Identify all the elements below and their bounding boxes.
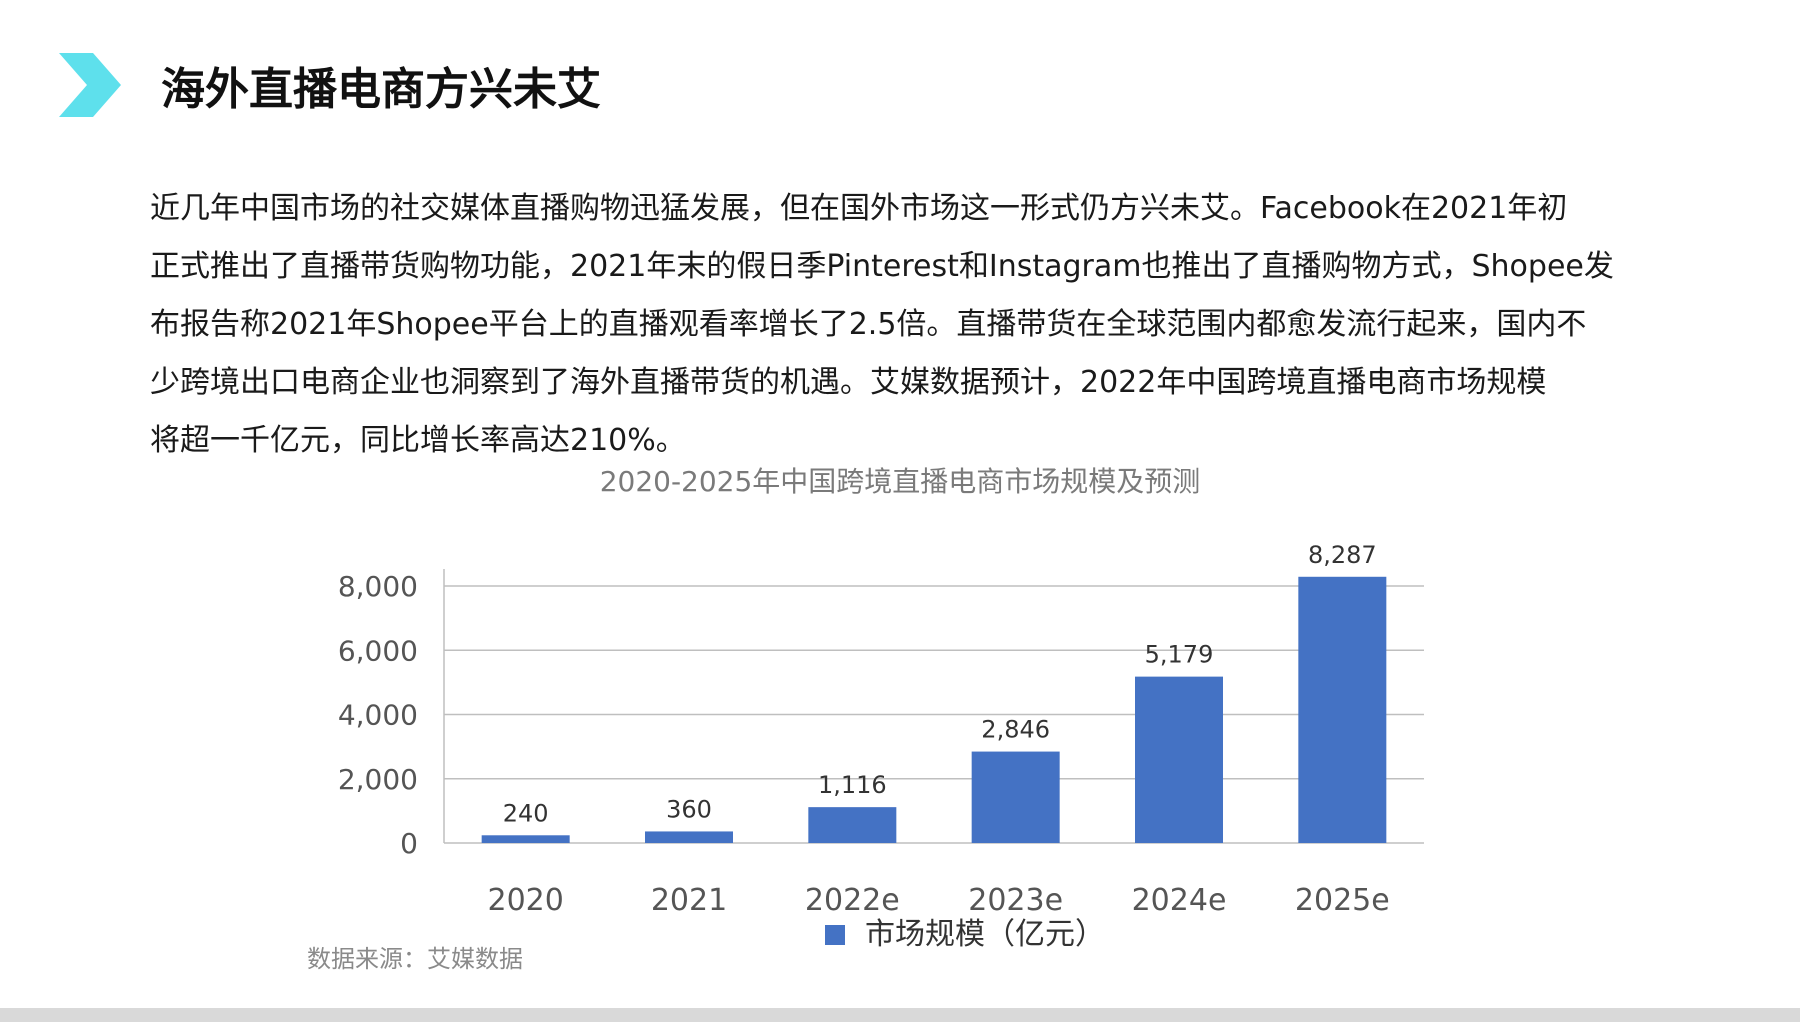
x-tick-label: 2024e [1132, 883, 1227, 918]
bar [645, 831, 733, 843]
page-title: 海外直播电商方兴未艾 [161, 64, 601, 115]
bar [481, 835, 570, 843]
y-tick-label: 2,000 [338, 763, 418, 796]
bar [808, 807, 897, 843]
x-tick-label: 2021 [651, 883, 727, 918]
data-label: 2,846 [981, 716, 1050, 744]
x-tick-label: 2020 [487, 883, 563, 918]
intro-line: 正式推出了直播带货购物功能，2021年末的假日季Pinterest和Instag… [150, 249, 1614, 284]
intro-line: 少跨境出口电商企业也洞察到了海外直播带货的机遇。艾媒数据预计，2022年中国跨境… [150, 365, 1547, 400]
y-tick-label: 4,000 [338, 699, 418, 732]
chart-legend: 市场规模（亿元） [825, 914, 1105, 956]
x-tick-label: 2022e [805, 883, 900, 918]
legend-label: 市场规模（亿元） [865, 917, 1105, 952]
x-tick-label: 2025e [1295, 883, 1390, 918]
data-label: 8,287 [1308, 541, 1377, 569]
footer-divider [0, 1008, 1800, 1022]
x-tick-label: 2023e [968, 883, 1063, 918]
y-tick-label: 0 [400, 827, 418, 860]
chevron-right-icon [59, 53, 121, 117]
data-label: 360 [666, 795, 712, 823]
bar [1298, 576, 1387, 843]
data-label: 5,179 [1145, 641, 1214, 669]
intro-line: 近几年中国市场的社交媒体直播购物迅猛发展，但在国外市场这一形式仍方兴未艾。Fac… [150, 191, 1568, 226]
y-tick-label: 6,000 [338, 634, 418, 667]
bar [971, 751, 1060, 843]
intro-line: 将超一千亿元，同比增长率高达210%。 [150, 423, 686, 458]
legend-swatch [825, 925, 845, 945]
y-tick-label: 8,000 [338, 570, 418, 603]
data-label: 1,116 [818, 771, 887, 799]
source-note: 数据来源：艾媒数据 [307, 945, 523, 973]
bar [1135, 676, 1223, 843]
intro-line: 布报告称2021年Shopee平台上的直播观看率增长了2.5倍。直播带货在全球范… [150, 307, 1587, 342]
intro-paragraph: 近几年中国市场的社交媒体直播购物迅猛发展，但在国外市场这一形式仍方兴未艾。Fac… [150, 180, 1670, 470]
data-label: 240 [503, 799, 549, 827]
chart-title: 2020-2025年中国跨境直播电商市场规模及预测 [599, 465, 1201, 498]
